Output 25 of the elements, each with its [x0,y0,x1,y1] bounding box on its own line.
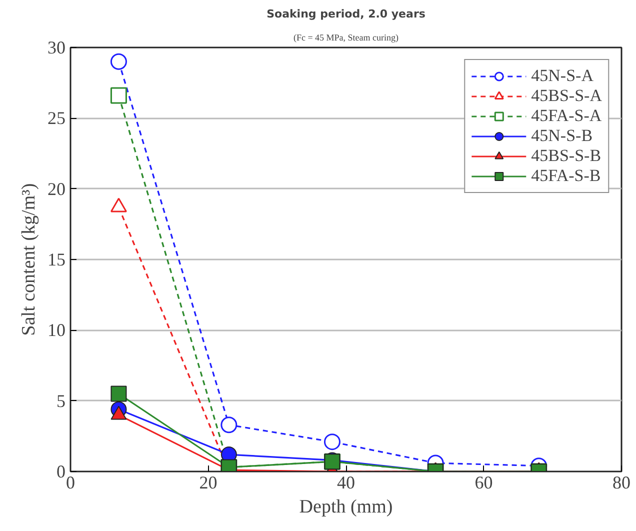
legend-label: 45N-S-A [531,66,594,86]
x-axis-title: Depth (mm) [299,496,393,518]
x-tick-label: 40 [337,472,355,492]
point [110,386,127,402]
legend-label: 45BS-S-A [531,86,602,106]
legend-label: 45BS-S-B [531,146,602,166]
point [110,53,127,70]
legend-label: 45FA-S-A [531,106,602,126]
point [220,416,238,434]
point [324,434,340,450]
legend-label: 45N-S-B [531,126,593,146]
y-axis-title: Salt content (kg/m³) [18,183,40,336]
y-tick-label: 10 [48,320,66,340]
x-tick-label: 60 [474,472,493,492]
y-tick-label: 20 [48,178,66,199]
y-tick-label: 30 [48,38,66,58]
chart-title: Soaking period, 2.0 years [266,8,426,20]
legend-label: 45FA-S-B [531,166,601,186]
x-tick-label: 80 [612,472,630,492]
x-tick-label: 20 [199,472,218,492]
y-tick-label: 25 [48,108,66,128]
y-tick-label: 15 [48,250,66,270]
y-tick-label: 5 [56,390,66,411]
point [110,87,127,104]
chart-subtitle: (Fc = 45 MPa, Steam curing) [293,32,399,42]
